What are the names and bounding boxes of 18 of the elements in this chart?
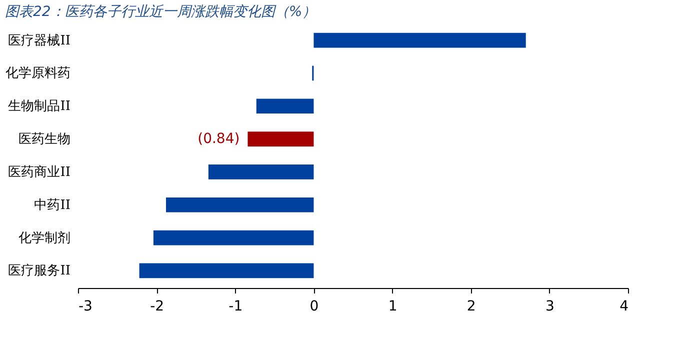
x-tick-label: 1 [388, 298, 398, 314]
x-tick-label: -2 [150, 298, 164, 314]
x-tick-label: 2 [466, 298, 476, 314]
x-tick-label: 4 [620, 298, 629, 314]
x-tick-label: 0 [310, 298, 319, 314]
y-tick-label: 医药商业II [8, 164, 70, 180]
x-tick-label: -3 [78, 298, 92, 314]
x-tick-label: 3 [545, 298, 554, 314]
x-tick-label: -1 [228, 298, 243, 314]
y-tick-label: 医药生物 [18, 132, 70, 148]
y-tick-label: 医疗服务II [8, 264, 70, 279]
y-tick-label: 生物制品II [8, 99, 70, 114]
y-tick-label: 医疗器械II [8, 33, 70, 48]
y-tick-label: 化学制剂 [18, 230, 70, 246]
data-label: (0.84) [198, 131, 240, 148]
chart-title: 图表22：医药各子行业近一周涨跌幅变化图（%） [5, 4, 316, 20]
y-tick-label: 化学原料药 [6, 66, 70, 82]
y-tick-label: 中药II [34, 198, 70, 213]
